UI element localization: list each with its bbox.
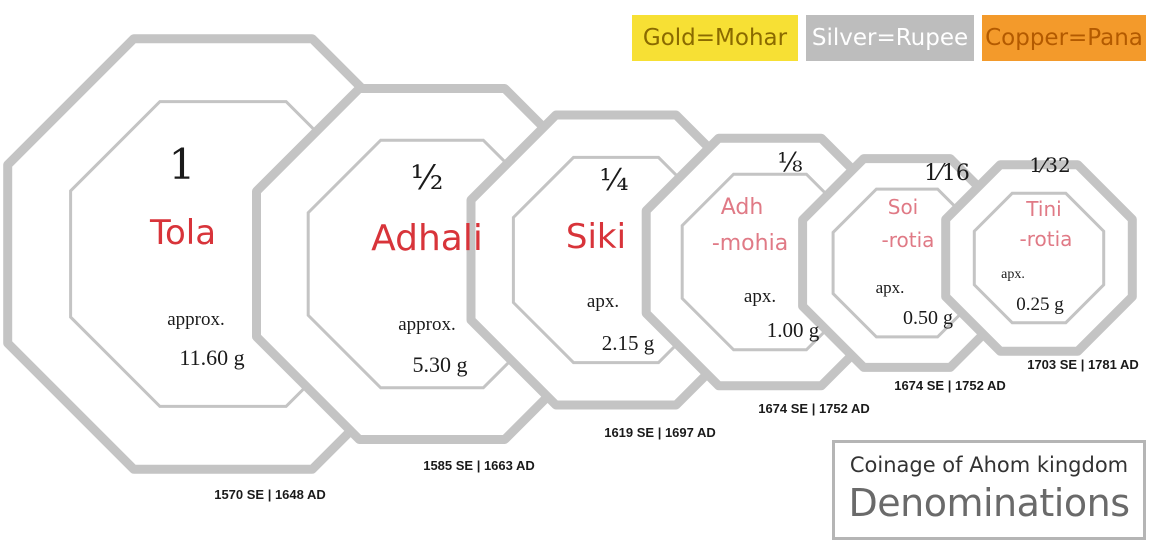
coin-weight: 5.30 g — [413, 352, 468, 377]
title-box: Coinage of Ahom kingdom Denominations — [832, 440, 1146, 540]
coin-fraction: ½ — [411, 158, 444, 198]
coin-weight: 2.15 g — [602, 331, 655, 355]
coin-name: -mohia — [712, 231, 788, 256]
coin-date: 1570 SE | 1648 AD — [214, 487, 326, 502]
coin-date: 1619 SE | 1697 AD — [604, 425, 716, 440]
coin-fraction: ⅛ — [777, 148, 802, 178]
coin-name: -rotia — [882, 228, 935, 252]
coin-weight-label: approx. — [167, 309, 225, 330]
coin-weight-label: apx. — [587, 291, 619, 312]
coin-date: 1585 SE | 1663 AD — [423, 458, 535, 473]
coin-date: 1674 SE | 1752 AD — [894, 378, 1006, 393]
coin-weight-label: apx. — [876, 278, 905, 297]
coin-name: Siki — [566, 217, 626, 257]
coin-weight: 0.25 g — [1016, 294, 1064, 315]
legend-copper-label: Copper=Pana — [985, 25, 1143, 51]
legend-gold-label: Gold=Mohar — [642, 25, 788, 51]
coin-weight: 0.50 g — [903, 307, 953, 329]
coin-name: Tini — [1025, 197, 1061, 221]
coin-date: 1703 SE | 1781 AD — [1027, 357, 1139, 372]
title-denominations: Denominations — [848, 481, 1130, 525]
coin-weight: 1.00 g — [767, 318, 820, 342]
coins-group: 1 Tola approx. 11.60 g 1570 SE | 1648 AD ½ Adh… — [3, 34, 1139, 502]
legend-gold: Gold=Mohar — [632, 15, 798, 61]
coin-fraction: 1⁄32 — [1029, 153, 1071, 177]
coin-name: Soi — [888, 195, 919, 219]
coin-name: Adh — [721, 195, 764, 220]
coin-weight: 11.60 g — [179, 345, 244, 370]
coin-name: Tola — [149, 213, 216, 253]
title-kingdom: Coinage of Ahom kingdom — [849, 453, 1129, 477]
legend-copper: Copper=Pana — [982, 15, 1146, 61]
coin-name: -rotia — [1020, 227, 1073, 251]
coin-date: 1674 SE | 1752 AD — [758, 401, 870, 416]
legend-silver-label: Silver=Rupee — [811, 25, 969, 51]
legend-silver: Silver=Rupee — [806, 15, 974, 61]
coin-fraction: ¼ — [599, 163, 628, 198]
coin-fraction: 1 — [169, 140, 196, 189]
coin-weight-label: apx. — [744, 286, 776, 307]
coin-fraction: 1⁄16 — [924, 161, 970, 186]
coin-weight-label: apx. — [1001, 267, 1025, 282]
coin-inner-octagon — [972, 191, 1106, 325]
coin-name: Adhali — [371, 218, 483, 259]
coin-weight-label: approx. — [398, 314, 456, 335]
